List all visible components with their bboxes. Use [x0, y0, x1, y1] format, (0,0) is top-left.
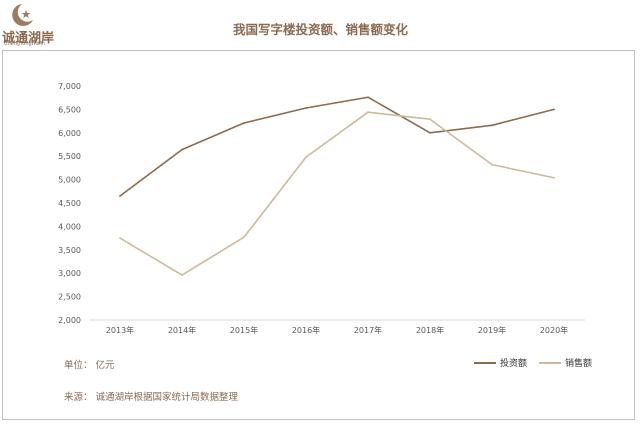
y-tick-label: 7,000 [58, 82, 81, 91]
data-point-sales [367, 111, 369, 114]
y-tick-label: 5,000 [58, 176, 81, 185]
data-point-sales [491, 163, 493, 166]
data-point-sales [119, 237, 121, 240]
data-point-investment [243, 122, 245, 124]
data-point-sales [243, 236, 245, 239]
legend-label-sales: 销售额 [565, 359, 593, 369]
x-tick-label: 2017年 [354, 325, 382, 335]
legend-item-sales: 销售额 [539, 356, 592, 369]
logo-name: 诚通湖岸 [2, 31, 55, 46]
y-tick-label: 4,500 [58, 199, 81, 208]
y-tick-label: 4,000 [58, 222, 81, 231]
x-tick-label: 2020年 [540, 325, 568, 335]
x-tick-label: 2015年 [230, 325, 258, 335]
x-tick-label: 2014年 [168, 325, 196, 335]
x-tick-label: 2013年 [106, 325, 134, 335]
source-note: 来源： 诚通湖岸根据国家统计局数据整理 [64, 392, 239, 403]
x-tick-label: 2019年 [478, 325, 506, 335]
legend: 投资额 销售额 [474, 356, 604, 369]
series-line-investment [119, 96, 555, 197]
data-point-investment [367, 96, 369, 99]
data-point-investment [119, 195, 121, 197]
legend-swatch-sales [539, 361, 562, 364]
legend-swatch-investment [474, 361, 496, 364]
legend-label-investment: 投资额 [500, 359, 528, 369]
series-line-sales [119, 111, 555, 276]
data-point-investment [305, 107, 307, 109]
y-tick-label: 6,000 [58, 129, 81, 138]
data-point-sales [429, 118, 431, 121]
y-tick-label: 2,000 [58, 316, 81, 325]
y-tick-label: 3,500 [58, 246, 81, 255]
data-point-investment [181, 148, 183, 151]
data-point-investment [491, 124, 493, 127]
x-tick-label: 2016年 [292, 325, 320, 335]
unit-label: 单位： 亿元 [64, 360, 115, 371]
data-point-investment [429, 131, 431, 134]
chart-title: 我国写字楼投资额、销售额变化 [232, 22, 408, 37]
legend-item-investment: 投资额 [474, 356, 527, 369]
y-tick-label: 6,500 [58, 105, 81, 114]
y-tick-label: 2,500 [58, 293, 81, 302]
data-point-sales [553, 176, 555, 179]
data-point-investment [553, 108, 555, 111]
y-tick-label: 3,000 [58, 269, 81, 278]
logo-subtitle: ChengTongHuAn [4, 41, 46, 47]
x-tick-label: 2018年 [416, 325, 444, 335]
data-point-sales [305, 156, 307, 159]
chart-frame [2, 50, 635, 420]
crescent-star-icon [12, 4, 33, 26]
y-tick-label: 5,500 [58, 152, 81, 161]
logo [2, 2, 62, 48]
data-point-sales [181, 274, 183, 276]
